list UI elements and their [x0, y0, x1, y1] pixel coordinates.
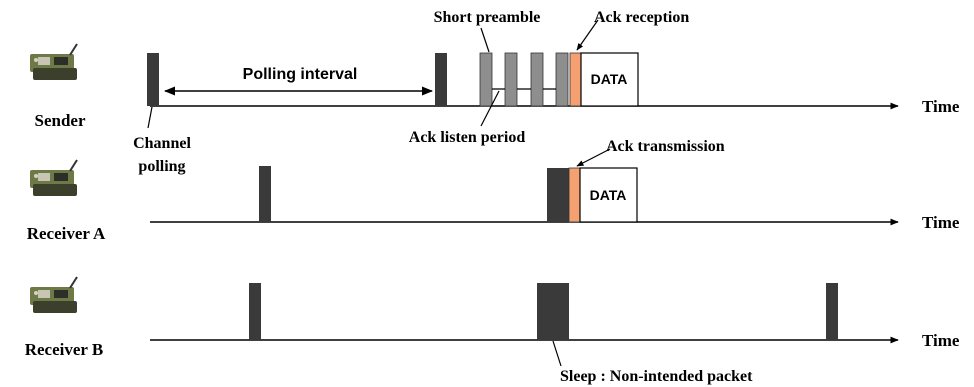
sensor-mote-icon	[29, 159, 78, 197]
ack-listen-period-label: Ack listen period	[409, 129, 526, 146]
channel-polling-leader	[147, 106, 153, 129]
receiver-b-label: Receiver B	[25, 340, 104, 359]
channel-polling-label-line2: polling	[138, 158, 185, 175]
ack-transmission-pulse	[568, 167, 581, 223]
sender-second-polling-pulse	[435, 53, 447, 106]
short-preamble-pulse	[555, 52, 569, 107]
sleep-note-label: Sleep : Non-intended packet	[560, 368, 753, 385]
receiver-a-data-block	[579, 167, 638, 223]
sleep-note-leader	[552, 340, 562, 367]
ack-reception-label: Ack reception	[594, 9, 689, 26]
receiver-a-data-label: DATA	[590, 187, 627, 203]
short-preamble-pulse	[504, 52, 518, 107]
polling-interval-label: Polling interval	[243, 66, 358, 83]
channel-polling-label-line1: Channel	[133, 135, 191, 152]
receiver-a-receive-pulse	[547, 168, 569, 222]
sender-label: Sender	[35, 111, 86, 130]
receiver-a-polling-pulse	[259, 166, 271, 222]
receiver-a-label: Receiver A	[27, 224, 106, 243]
sender-time-label: Time	[922, 97, 960, 116]
ack-reception-arrow	[576, 19, 599, 51]
short-preamble-pulse	[530, 52, 544, 107]
sender-channel-polling-pulse	[147, 53, 159, 106]
receiver-b-sleep-pulse	[537, 283, 569, 340]
receiver-b-polling-pulse	[249, 283, 261, 340]
receiver-b-polling-pulse-late	[826, 283, 838, 340]
sensor-mote-icon	[29, 276, 78, 314]
sender-data-label: DATA	[591, 71, 628, 87]
ack-reception-pulse	[569, 52, 582, 107]
ack-transmission-arrow	[576, 148, 611, 167]
short-preamble-label: Short preamble	[434, 9, 541, 26]
receiver-a-time-label: Time	[922, 213, 960, 232]
sender-data-block	[580, 52, 639, 107]
short-preamble-pulse	[479, 52, 493, 107]
short-preamble-leader	[480, 27, 490, 53]
ack-transmission-label: Ack transmission	[606, 138, 725, 155]
ack-listen-period-leader	[480, 90, 500, 127]
sensor-mote-icon	[29, 43, 78, 81]
receiver-b-time-label: Time	[922, 331, 960, 350]
